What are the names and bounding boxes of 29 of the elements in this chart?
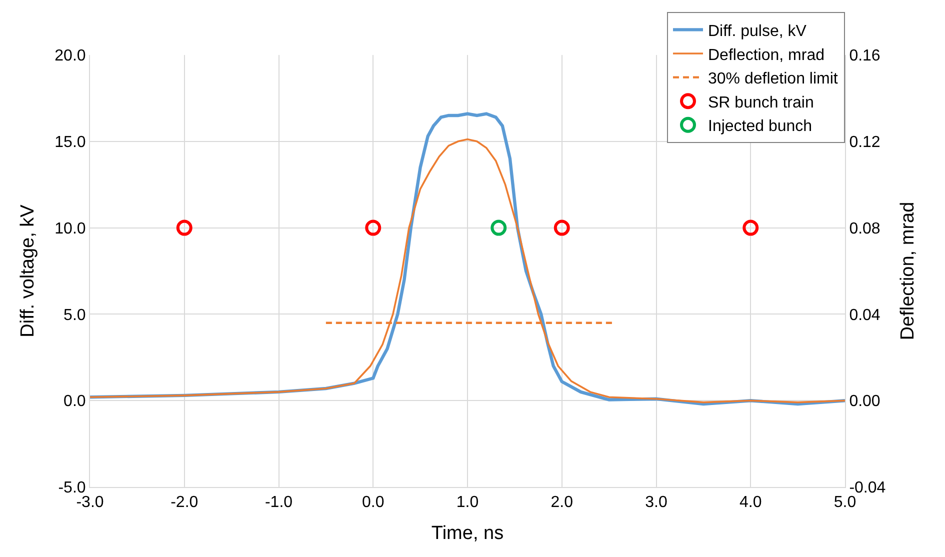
y-tick-label: 5.0 <box>64 306 86 324</box>
y-tick-label: 15.0 <box>54 134 86 151</box>
y-tick-label: 0.0 <box>64 393 86 410</box>
legend-label: Deflection, mrad <box>708 46 824 64</box>
legend-label: Diff. pulse, kV <box>708 22 807 40</box>
y2-tick-label: 0.16 <box>849 48 880 65</box>
y-tick-label: -5.0 <box>58 480 86 497</box>
legend-label: 30% defletion limit <box>708 70 838 88</box>
y2-axis-title: Deflection, mrad <box>898 202 919 340</box>
y2-tick-label: 0.12 <box>849 134 880 151</box>
y-tick-label: 20.0 <box>54 48 86 65</box>
x-tick-label: -2.0 <box>170 494 198 512</box>
y-tick-label: 10.0 <box>54 220 86 238</box>
y2-tick-label: 0.08 <box>849 220 880 238</box>
legend-label: SR bunch train <box>708 94 814 112</box>
legend-label: Injected bunch <box>708 118 812 136</box>
x-tick-label: 0.0 <box>362 494 384 512</box>
x-tick-label: 3.0 <box>645 494 668 512</box>
x-tick-label: 4.0 <box>740 494 762 512</box>
y-axis-title: Diff. voltage, kV <box>18 204 39 338</box>
x-tick-label: 2.0 <box>550 494 574 512</box>
y2-tick-label: 0.04 <box>849 306 880 324</box>
y2-tick-label: 0.00 <box>849 393 880 410</box>
x-axis-title: Time, ns <box>431 523 504 544</box>
x-tick-label: -1.0 <box>264 494 293 512</box>
y2-tick-label: -0.04 <box>849 480 886 497</box>
x-tick-label: -3.0 <box>76 494 104 512</box>
x-tick-label: 5.0 <box>834 494 856 512</box>
x-tick-label: 1.0 <box>456 494 479 512</box>
